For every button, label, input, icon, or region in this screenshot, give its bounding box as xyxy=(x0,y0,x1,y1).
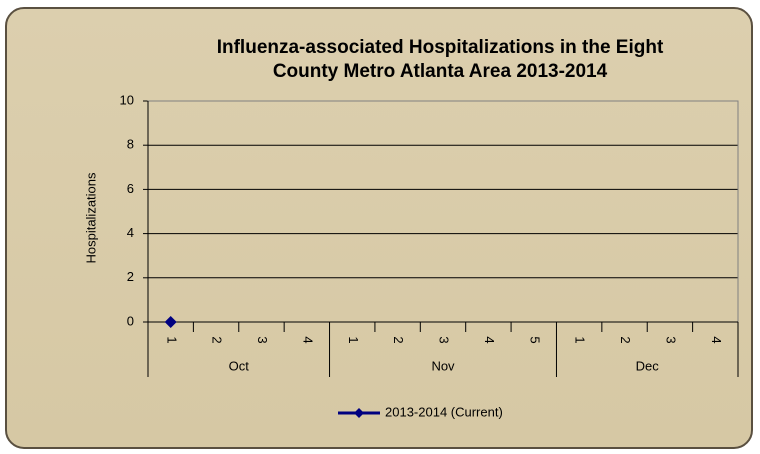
x-tick-label: 4 xyxy=(709,336,724,343)
group-label: Oct xyxy=(229,358,250,373)
y-tick-label: 4 xyxy=(127,225,134,240)
chart-title: County Metro Atlanta Area 2013-2014 xyxy=(273,61,608,82)
x-tick-label: 3 xyxy=(437,336,452,343)
x-tick-label: 2 xyxy=(210,336,225,343)
y-axis-label: Hospitalizations xyxy=(83,172,98,264)
legend-marker xyxy=(354,408,364,418)
x-tick-label: 1 xyxy=(346,336,361,343)
y-tick-label: 2 xyxy=(127,269,134,284)
x-tick-label: 4 xyxy=(482,336,497,343)
group-label: Nov xyxy=(431,358,455,373)
legend-label: 2013-2014 (Current) xyxy=(385,404,503,419)
y-tick-label: 10 xyxy=(120,92,134,107)
panel xyxy=(5,7,753,449)
y-tick-label: 6 xyxy=(127,181,134,196)
chart-title: Influenza-associated Hospitalizations in… xyxy=(217,37,664,58)
x-tick-label: 1 xyxy=(573,336,588,343)
x-tick-label: 3 xyxy=(663,336,678,343)
group-label: Dec xyxy=(636,358,660,373)
marker xyxy=(164,316,177,328)
x-tick-label: 3 xyxy=(255,336,270,343)
x-tick-label: 4 xyxy=(300,336,315,343)
y-tick-label: 8 xyxy=(127,137,134,152)
y-tick-label: 0 xyxy=(127,313,134,328)
x-tick-label: 5 xyxy=(527,336,542,343)
x-tick-label: 1 xyxy=(164,336,179,343)
x-tick-label: 2 xyxy=(391,336,406,343)
x-tick-label: 2 xyxy=(618,336,633,343)
